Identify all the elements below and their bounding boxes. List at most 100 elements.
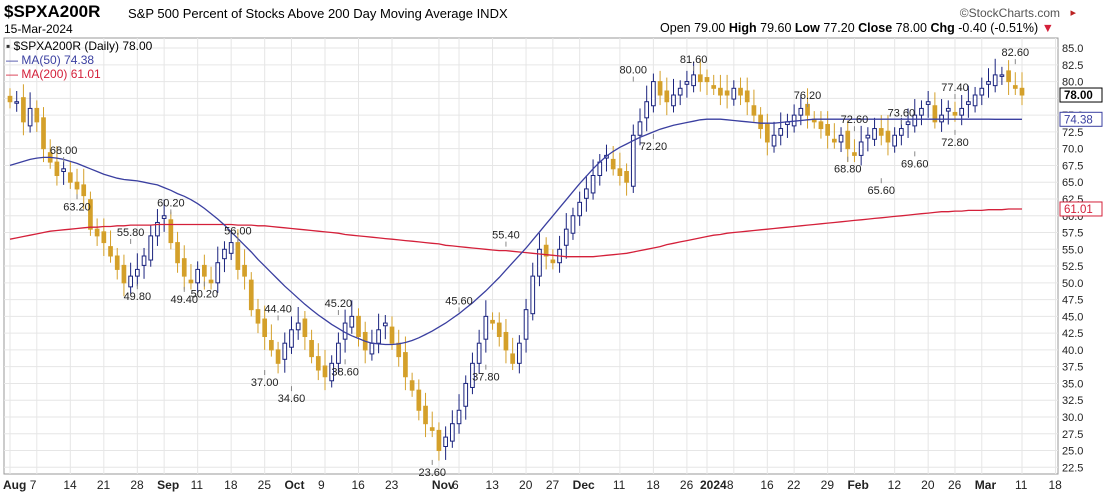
x-tick-label: 23: [385, 478, 399, 492]
candle-down: [724, 90, 730, 96]
x-tick-label: 26: [948, 478, 962, 492]
candle-up: [637, 121, 643, 136]
candle-up: [630, 134, 636, 187]
candle-down: [188, 279, 194, 284]
x-tick-label: 16: [760, 478, 774, 492]
low-value: 77.20: [823, 21, 855, 35]
candle-up: [771, 134, 777, 147]
candle-up: [986, 81, 991, 85]
y-tick-label: 50.0: [1062, 278, 1083, 290]
candle-up: [282, 342, 288, 360]
brand-logo-icon: ▸: [1070, 7, 1076, 19]
annotation-label: 55.40: [492, 230, 520, 242]
ma200-line: [9, 208, 1022, 258]
candle-up: [14, 101, 20, 104]
y-tick-label: 27.5: [1062, 429, 1083, 441]
candle-up: [336, 342, 341, 364]
candle-down: [490, 319, 495, 324]
candle-up: [161, 215, 167, 219]
candle-up: [128, 275, 133, 288]
candle-down: [704, 77, 710, 83]
x-tick-label: Sep: [157, 478, 179, 492]
y-tick-label: 67.5: [1062, 160, 1083, 172]
x-tick-label: 16: [352, 478, 366, 492]
candle-down: [510, 353, 515, 364]
candle-up: [905, 121, 911, 126]
candle-down: [74, 181, 80, 190]
candle-down: [409, 380, 415, 391]
high-label: High: [728, 21, 757, 35]
candle-up: [61, 168, 66, 172]
annotation-label: 56.00: [224, 226, 252, 238]
candle-down: [101, 231, 107, 244]
y-tick-label: 42.5: [1062, 328, 1083, 340]
x-tick-label: Nov: [432, 478, 455, 492]
candle-down: [610, 158, 616, 170]
legend-ma200-icon: —: [6, 67, 18, 81]
candle-up: [523, 309, 529, 340]
annotation-label: 72.80: [941, 137, 969, 149]
candle-up: [972, 94, 978, 107]
candle-down: [21, 97, 26, 123]
y-tick-label: 82.5: [1062, 60, 1083, 72]
x-tick-label: 12: [888, 478, 902, 492]
legend-ma200-label: MA(200) 61.01: [21, 67, 101, 81]
brand-label[interactable]: ©StockCharts.com: [959, 6, 1060, 20]
last-ma200-tag: 61.01: [1064, 204, 1093, 216]
candle-up: [289, 329, 294, 348]
x-tick-label: 25: [258, 478, 272, 492]
open-label: Open: [660, 21, 691, 35]
annotation-label: 37.80: [472, 372, 500, 384]
candle-up: [483, 315, 489, 340]
annotation-label: 50.20: [191, 288, 219, 300]
legend-ma200: — MA(200) 61.01: [6, 67, 101, 81]
ma50-line: [9, 118, 1022, 346]
candle-down: [1012, 85, 1018, 89]
candle-down: [764, 124, 770, 143]
candle-up: [644, 101, 650, 119]
x-tick-label: 18: [224, 478, 238, 492]
candle-up: [382, 322, 388, 327]
plot-area: [3, 37, 1059, 475]
y-tick-label: 65.0: [1062, 177, 1083, 189]
annotation-label: 45.20: [325, 298, 353, 310]
y-tick-label: 55.0: [1062, 244, 1083, 256]
annotation-label: 37.00: [251, 377, 279, 389]
candle-down: [436, 429, 442, 452]
legend-ma50-label: MA(50) 74.38: [21, 53, 95, 67]
annotation-label: 77.40: [941, 82, 969, 94]
chg-down-icon: ▼: [1041, 21, 1054, 35]
candle-down: [235, 242, 241, 270]
x-tick-label: 27: [546, 478, 560, 492]
candle-down: [181, 258, 187, 277]
last-ma200-tag-box: [1059, 201, 1103, 217]
x-tick-label: 21: [97, 478, 111, 492]
annotation-label: 38.60: [331, 366, 359, 378]
candle-down: [175, 242, 180, 264]
chart-date: 15-Mar-2024: [4, 22, 73, 36]
candle-up: [449, 423, 455, 442]
candle-down: [758, 114, 763, 130]
x-tick-label: 13: [486, 478, 500, 492]
annotation-label: 49.40: [170, 294, 198, 306]
candle-up: [577, 201, 583, 217]
candle-down: [208, 279, 214, 284]
candle-down: [202, 264, 207, 277]
x-tick-label: 22: [787, 478, 801, 492]
candle-down: [121, 264, 127, 284]
annotation-label: 44.40: [264, 303, 292, 315]
x-tick-label: 9: [318, 478, 325, 492]
candle-up: [979, 87, 985, 96]
y-tick-label: 40.0: [1062, 345, 1083, 357]
candle-up: [295, 322, 301, 331]
candle-down: [7, 95, 13, 103]
candle-up: [148, 235, 154, 261]
candle-down: [832, 138, 837, 143]
y-tick-label: 70.0: [1062, 144, 1083, 156]
candle-down: [315, 356, 321, 371]
y-tick-label: 80.0: [1062, 77, 1083, 89]
candle-up: [456, 409, 462, 425]
candle-down: [88, 199, 93, 230]
annotation-label: 49.80: [124, 291, 152, 303]
